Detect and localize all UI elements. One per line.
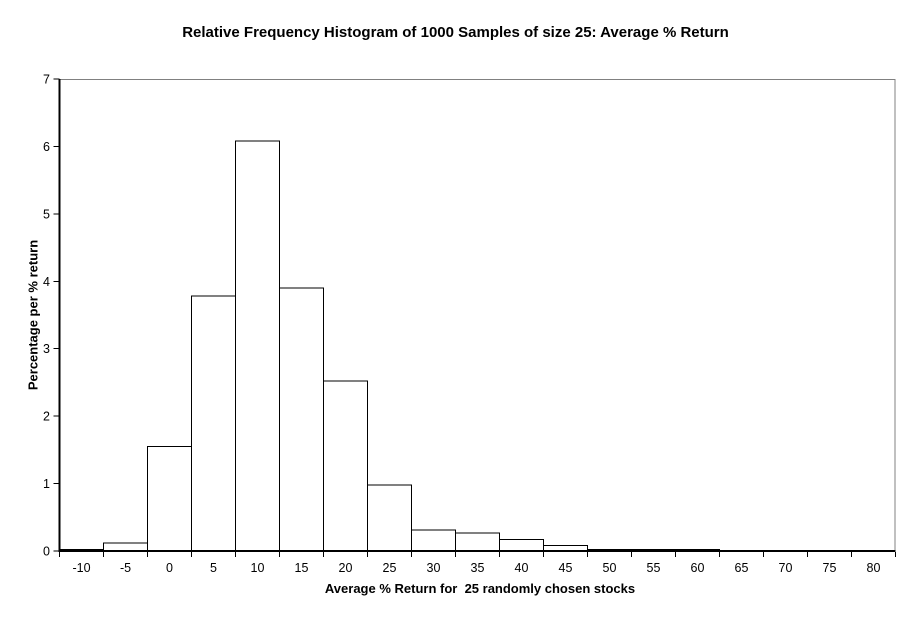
y-tick-label: 0 [43,545,50,559]
x-tick-label: 40 [515,561,529,575]
histogram-bar [191,295,236,552]
x-tick-label: 25 [383,561,397,575]
x-tick-label: 5 [210,561,217,575]
x-axis-title: Average % Return for 25 randomly chosen … [324,581,636,596]
chart-title: Relative Frequency Histogram of 1000 Sam… [182,24,729,41]
plot-frame [59,79,896,551]
y-tick-label: 7 [43,73,50,87]
x-tick-label: 35 [471,561,485,575]
x-tick-label: 10 [251,561,265,575]
histogram-bar [279,287,324,552]
y-tick-label: 4 [43,275,50,289]
x-tick-label: 50 [603,561,617,575]
histogram-bar [499,539,544,552]
histogram-bar [367,484,412,552]
x-tick-label: 80 [867,561,881,575]
x-tick-label: 0 [166,561,173,575]
histogram-bar [323,380,368,552]
x-tick-label: -10 [72,561,90,575]
y-tick-label: 3 [43,342,50,356]
x-tick-label: 65 [735,561,749,575]
x-tick-label: -5 [120,561,131,575]
histogram-bar [235,140,280,552]
x-tick-label: 20 [339,561,353,575]
y-tick-label: 6 [43,140,50,154]
x-tick-label: 55 [647,561,661,575]
y-tick-label: 2 [43,410,50,424]
y-tick-label: 1 [43,477,50,491]
x-tick-label: 60 [691,561,705,575]
x-tick-label: 30 [427,561,441,575]
x-tick-label: 70 [779,561,793,575]
y-tick-label: 5 [43,207,50,221]
x-tick-label: 45 [559,561,573,575]
x-tick-label: 15 [295,561,309,575]
histogram-bar [455,532,500,552]
x-tick-label: 75 [823,561,837,575]
histogram-bar [147,445,192,552]
histogram-bar [103,542,148,552]
histogram-bar [411,529,456,552]
